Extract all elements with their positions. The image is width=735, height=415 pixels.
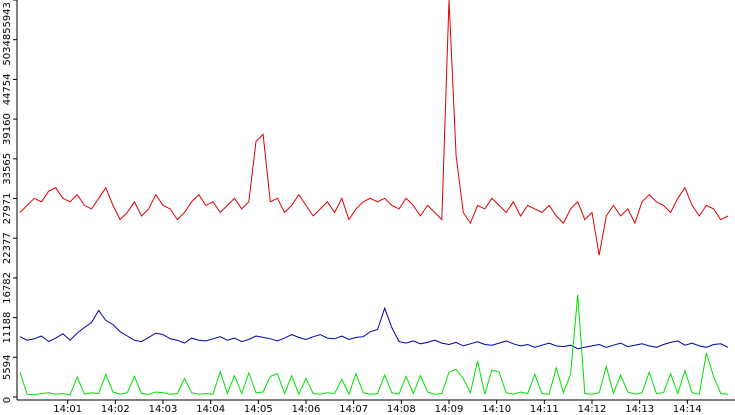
x-tick-label: 14:02 — [101, 404, 130, 415]
x-tick-label: 14:10 — [482, 404, 511, 415]
x-tick-label: 14:08 — [387, 404, 416, 415]
x-tick-label: 14:11 — [530, 404, 559, 415]
x-tick-label: 14:09 — [435, 404, 464, 415]
x-tick-label: 14:03 — [149, 404, 178, 415]
x-tick-label: 14:13 — [625, 404, 654, 415]
x-tick-label: 14:06 — [292, 404, 321, 415]
y-tick-label: 16782 — [2, 272, 13, 304]
series-line — [19, 306, 729, 350]
y-tick-label: 44754 — [2, 73, 13, 105]
y-tick-label: 0 — [2, 397, 13, 403]
y-tick-label: 27971 — [2, 193, 13, 225]
y-tick-label: 50348 — [2, 34, 13, 66]
y-tick-label: 33565 — [2, 153, 13, 185]
x-tick-label: 14:05 — [244, 404, 273, 415]
x-tick-label: 14:07 — [339, 404, 368, 415]
x-tick-label: 14:01 — [53, 404, 82, 415]
y-tick-label: 22377 — [2, 232, 13, 264]
x-tick-label: 14:04 — [196, 404, 225, 415]
series-line — [19, 0, 729, 256]
x-tick-label: 14:14 — [673, 404, 702, 415]
y-tick-label: 55943 — [2, 2, 13, 34]
y-tick-label: 5594 — [2, 355, 13, 380]
series-line — [19, 294, 728, 396]
y-tick-label: 39160 — [2, 113, 13, 145]
y-tick-label: 11188 — [2, 312, 13, 344]
x-tick-label: 14:12 — [578, 404, 607, 415]
